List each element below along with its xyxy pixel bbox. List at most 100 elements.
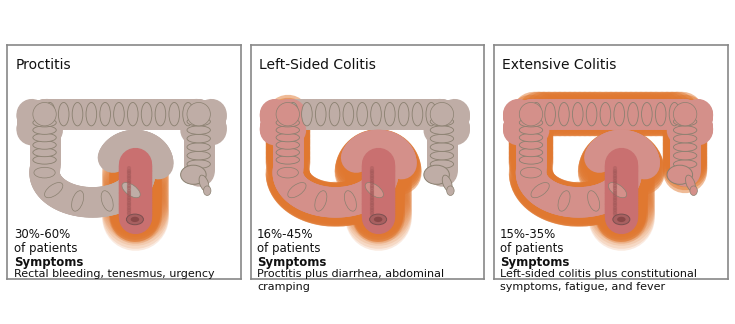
Ellipse shape bbox=[86, 102, 96, 126]
Ellipse shape bbox=[686, 175, 695, 191]
Text: of patients: of patients bbox=[500, 242, 564, 255]
Text: Left-Sided Colitis: Left-Sided Colitis bbox=[259, 58, 376, 72]
Ellipse shape bbox=[447, 186, 454, 195]
Ellipse shape bbox=[187, 102, 210, 126]
Ellipse shape bbox=[187, 160, 210, 168]
Ellipse shape bbox=[520, 133, 542, 142]
Ellipse shape bbox=[181, 165, 206, 184]
Ellipse shape bbox=[673, 117, 697, 126]
Ellipse shape bbox=[370, 214, 387, 225]
Ellipse shape bbox=[531, 102, 542, 126]
Ellipse shape bbox=[276, 126, 299, 134]
Ellipse shape bbox=[587, 102, 597, 126]
Ellipse shape bbox=[169, 102, 179, 126]
Ellipse shape bbox=[276, 118, 299, 127]
Text: Symptoms: Symptoms bbox=[500, 256, 570, 269]
Ellipse shape bbox=[58, 102, 69, 126]
Ellipse shape bbox=[398, 102, 409, 126]
Ellipse shape bbox=[673, 160, 697, 168]
Ellipse shape bbox=[520, 167, 542, 178]
Ellipse shape bbox=[141, 102, 152, 126]
Ellipse shape bbox=[430, 102, 453, 126]
Ellipse shape bbox=[187, 143, 210, 151]
Ellipse shape bbox=[520, 118, 542, 127]
Ellipse shape bbox=[126, 214, 143, 225]
Ellipse shape bbox=[127, 102, 138, 126]
Ellipse shape bbox=[656, 102, 666, 126]
Ellipse shape bbox=[520, 156, 542, 164]
Ellipse shape bbox=[617, 217, 625, 222]
Ellipse shape bbox=[276, 133, 299, 142]
Ellipse shape bbox=[187, 126, 210, 134]
Text: Rectal bleeding, tenesmus, urgency: Rectal bleeding, tenesmus, urgency bbox=[14, 269, 215, 279]
Text: Proctitis plus diarrhea, abdominal
cramping: Proctitis plus diarrhea, abdominal cramp… bbox=[257, 269, 444, 292]
Ellipse shape bbox=[628, 102, 639, 126]
Text: Symptoms: Symptoms bbox=[257, 256, 326, 269]
Text: of patients: of patients bbox=[14, 242, 77, 255]
Ellipse shape bbox=[673, 126, 697, 134]
Ellipse shape bbox=[33, 118, 57, 127]
Ellipse shape bbox=[131, 217, 139, 222]
Ellipse shape bbox=[673, 102, 697, 126]
Ellipse shape bbox=[430, 151, 453, 160]
Ellipse shape bbox=[33, 126, 57, 134]
Ellipse shape bbox=[531, 182, 549, 198]
Ellipse shape bbox=[100, 102, 110, 126]
Ellipse shape bbox=[642, 102, 652, 126]
Ellipse shape bbox=[276, 102, 299, 126]
Ellipse shape bbox=[426, 102, 437, 126]
Ellipse shape bbox=[155, 102, 165, 126]
Ellipse shape bbox=[33, 133, 57, 142]
Ellipse shape bbox=[365, 182, 384, 198]
Text: of patients: of patients bbox=[257, 242, 320, 255]
Ellipse shape bbox=[520, 102, 542, 126]
Ellipse shape bbox=[288, 102, 298, 126]
Ellipse shape bbox=[288, 182, 306, 198]
Text: 15%-35%: 15%-35% bbox=[500, 228, 556, 241]
Ellipse shape bbox=[673, 143, 697, 151]
Ellipse shape bbox=[430, 126, 453, 134]
Text: Extensive Colitis: Extensive Colitis bbox=[502, 58, 617, 72]
Ellipse shape bbox=[187, 117, 210, 126]
Text: 30%-60%: 30%-60% bbox=[14, 228, 70, 241]
Ellipse shape bbox=[33, 156, 57, 164]
Ellipse shape bbox=[384, 102, 395, 126]
Ellipse shape bbox=[558, 191, 570, 211]
Ellipse shape bbox=[301, 102, 312, 126]
Ellipse shape bbox=[430, 117, 453, 126]
Ellipse shape bbox=[673, 151, 697, 160]
Text: Left-sided colitis plus constitutional
symptoms, fatigue, and fever: Left-sided colitis plus constitutional s… bbox=[500, 269, 698, 292]
Ellipse shape bbox=[329, 102, 340, 126]
Ellipse shape bbox=[357, 102, 368, 126]
Ellipse shape bbox=[199, 175, 209, 191]
Ellipse shape bbox=[72, 102, 83, 126]
Ellipse shape bbox=[520, 148, 542, 157]
Ellipse shape bbox=[276, 148, 299, 157]
Ellipse shape bbox=[600, 102, 611, 126]
Ellipse shape bbox=[187, 151, 210, 160]
Ellipse shape bbox=[430, 143, 453, 151]
Ellipse shape bbox=[277, 167, 298, 178]
Ellipse shape bbox=[45, 102, 55, 126]
Ellipse shape bbox=[613, 214, 630, 225]
Ellipse shape bbox=[673, 134, 697, 143]
Ellipse shape bbox=[430, 134, 453, 143]
Ellipse shape bbox=[183, 102, 193, 126]
Ellipse shape bbox=[370, 102, 381, 126]
Ellipse shape bbox=[33, 141, 57, 149]
Ellipse shape bbox=[667, 165, 692, 184]
Ellipse shape bbox=[609, 182, 627, 198]
Ellipse shape bbox=[587, 191, 600, 211]
Ellipse shape bbox=[114, 102, 124, 126]
Ellipse shape bbox=[33, 148, 57, 157]
Ellipse shape bbox=[442, 175, 452, 191]
Ellipse shape bbox=[34, 167, 55, 178]
Ellipse shape bbox=[71, 191, 84, 211]
Ellipse shape bbox=[315, 191, 327, 211]
Ellipse shape bbox=[690, 186, 698, 195]
Ellipse shape bbox=[33, 102, 57, 126]
Text: 16%-45%: 16%-45% bbox=[257, 228, 313, 241]
Ellipse shape bbox=[276, 141, 299, 149]
Ellipse shape bbox=[45, 182, 62, 198]
Ellipse shape bbox=[122, 182, 140, 198]
